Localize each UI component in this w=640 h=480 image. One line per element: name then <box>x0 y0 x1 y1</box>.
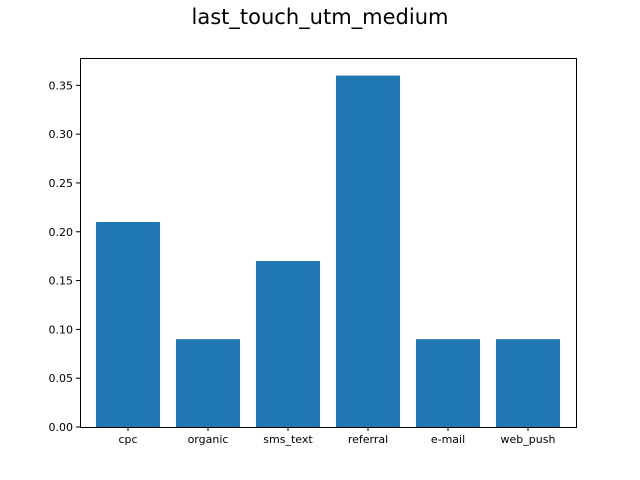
y-tick-label: 0.15 <box>49 275 74 288</box>
y-tick-label: 0.25 <box>49 177 74 190</box>
y-tick-label: 0.20 <box>49 226 74 239</box>
y-axis: 0.00 0.05 0.10 0.15 0.20 0.25 0.30 0.35 <box>49 79 80 434</box>
x-tick-label: sms_text <box>263 433 313 446</box>
x-tick-label: cpc <box>118 433 137 446</box>
x-tick-label: referral <box>348 433 388 446</box>
bars-group <box>96 75 560 428</box>
x-tick-label: web_push <box>501 433 556 446</box>
x-axis: cpc organic sms_text referral e-mail web_push <box>118 427 555 446</box>
y-tick-label: 0.30 <box>49 128 74 141</box>
plot-frame <box>80 58 577 428</box>
bar-referral <box>336 75 400 428</box>
x-tick-label: organic <box>188 433 229 446</box>
y-tick-label: 0.10 <box>49 323 74 336</box>
bar-web_push <box>496 339 560 427</box>
y-tick-label: 0.00 <box>49 421 74 434</box>
chart-title: last_touch_utm_medium <box>191 5 449 29</box>
y-tick-label: 0.35 <box>49 79 74 92</box>
bar-e-mail <box>416 339 480 427</box>
bar-organic <box>176 339 240 427</box>
bar-sms_text <box>256 261 320 427</box>
bar-cpc <box>96 222 160 427</box>
y-tick-label: 0.05 <box>49 372 74 385</box>
x-tick-label: e-mail <box>431 433 465 446</box>
